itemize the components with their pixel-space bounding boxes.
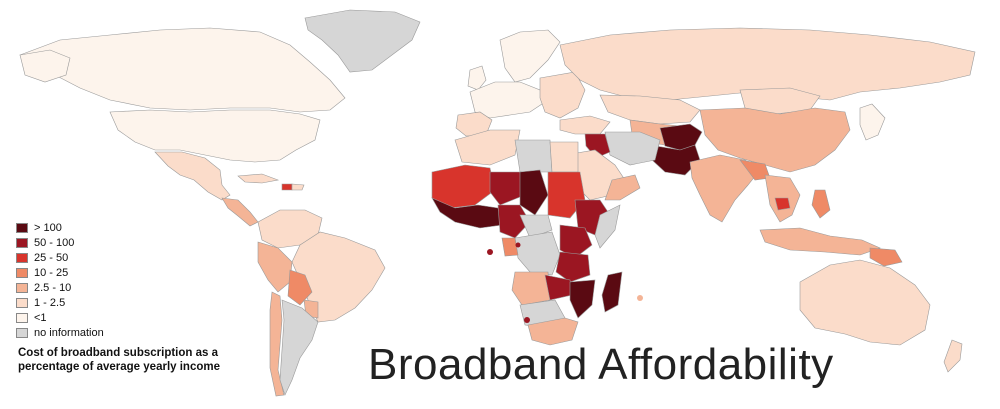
new-zealand	[943, 339, 963, 373]
legend-swatch	[16, 327, 28, 338]
gabon	[501, 237, 519, 257]
yemen-oman	[604, 174, 641, 201]
mexico	[154, 151, 231, 201]
scandinavia	[499, 29, 561, 83]
dominican-rep	[291, 183, 305, 191]
papua-new-guinea	[869, 247, 903, 267]
car	[519, 214, 553, 239]
usa	[109, 109, 321, 163]
legend-label: 2.5 - 10	[34, 281, 72, 294]
cambodia	[774, 197, 791, 211]
legend-item: <1	[16, 310, 104, 325]
legend-item: 2.5 - 10	[16, 280, 104, 295]
uk	[467, 65, 487, 91]
legend-item: > 100	[16, 220, 104, 235]
mozambique	[569, 279, 596, 319]
haiti	[281, 183, 293, 191]
chile	[269, 291, 285, 397]
island-dot	[487, 249, 493, 255]
map-title: Broadband Affordability	[368, 340, 834, 389]
legend-label: 1 - 2.5	[34, 296, 66, 309]
legend-label: 50 - 100	[34, 236, 75, 249]
legend-label: <1	[34, 311, 47, 324]
alaska	[19, 49, 71, 83]
argentina	[279, 299, 319, 396]
nigeria-cameroon	[497, 204, 531, 239]
chad	[519, 169, 549, 216]
niger	[489, 171, 526, 206]
legend-swatch	[16, 312, 28, 323]
australia	[799, 259, 931, 346]
legend-swatch	[16, 222, 28, 233]
uganda-kenya	[559, 224, 593, 259]
kazakhstan	[599, 94, 701, 125]
legend-item: 25 - 50	[16, 250, 104, 265]
congo	[514, 231, 561, 276]
bolivia	[287, 269, 313, 306]
legend-item: 1 - 2.5	[16, 295, 104, 310]
legend-label: no information	[34, 326, 104, 339]
madagascar	[601, 271, 623, 313]
canada	[19, 27, 346, 113]
legend-label: 10 - 25	[34, 266, 69, 279]
legend-swatch	[16, 252, 28, 263]
greenland	[304, 9, 421, 73]
india	[689, 154, 761, 223]
legend-swatch	[16, 237, 28, 248]
tanzania	[555, 251, 591, 283]
cuba	[237, 173, 280, 184]
philippines	[811, 189, 831, 219]
island-dot	[637, 295, 643, 301]
legend-caption: Cost of broadband subscription as a perc…	[18, 347, 220, 373]
somalia	[594, 204, 621, 249]
russia	[559, 27, 976, 101]
legend-item: no information	[16, 325, 104, 340]
legend-label: 25 - 50	[34, 251, 69, 264]
legend-swatch	[16, 297, 28, 308]
south-africa	[527, 317, 579, 346]
island-dot	[524, 317, 530, 323]
legend-swatch	[16, 267, 28, 278]
libya	[514, 139, 553, 173]
egypt	[549, 141, 579, 173]
legend-item: 10 - 25	[16, 265, 104, 280]
central-america	[221, 197, 259, 227]
island-dot	[515, 242, 521, 248]
legend-label: > 100	[34, 221, 62, 234]
legend-swatch	[16, 282, 28, 293]
iran	[604, 131, 661, 166]
legend-item: 50 - 100	[16, 235, 104, 250]
map-legend: > 100 50 - 100 25 - 50 10 - 25 2.5 - 10 1 - 2…	[16, 220, 104, 340]
north-africa-west	[454, 129, 521, 166]
peru	[257, 241, 293, 293]
korea-japan	[859, 103, 886, 141]
china	[699, 107, 851, 173]
